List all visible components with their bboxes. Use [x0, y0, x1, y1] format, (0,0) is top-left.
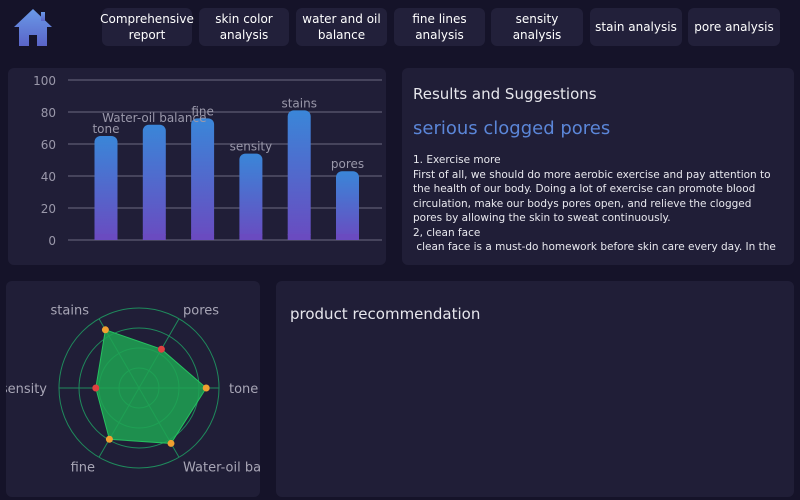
y-tick-label: 20 — [41, 202, 56, 216]
bar — [287, 110, 311, 241]
bar-category-label: Water-oil balance — [102, 111, 206, 125]
bar-category-label: tone — [92, 122, 119, 136]
radar-chart-panel: tone Water-oil bala fine sensity stains pores — [6, 281, 260, 497]
suggestion-line: First of all, we should do more aerobic … — [413, 168, 771, 225]
radar-axis-label: stains — [51, 304, 90, 319]
suggestion-line: 1. Exercise more — [413, 154, 501, 166]
radar-axis-label: fine — [71, 460, 95, 475]
bar — [336, 171, 359, 240]
bar-base — [239, 234, 263, 240]
bar-category-label: stains — [281, 96, 317, 110]
radar-axis-label: Water-oil bala — [183, 460, 260, 475]
bar — [239, 153, 263, 240]
results-title: Results and Suggestions — [413, 85, 597, 103]
radar-point — [202, 384, 210, 392]
y-tick-label: 40 — [41, 170, 56, 184]
bar-base — [94, 234, 118, 240]
bar-chart-panel: 0 20 40 60 80 100 tone Water-oil balance fine se… — [8, 68, 386, 265]
product-recommendation-title: product recommendation — [290, 305, 481, 323]
tab-water-oil-balance[interactable]: water and oil balance — [296, 8, 387, 46]
bar-base — [336, 234, 359, 240]
y-tick-label: 0 — [48, 234, 56, 248]
y-tick-label: 60 — [41, 138, 56, 152]
radar-point — [167, 439, 175, 447]
results-panel: Results and Suggestions serious clogged … — [402, 68, 794, 265]
bar — [191, 118, 215, 240]
tab-pore-analysis[interactable]: pore analysis — [688, 8, 780, 46]
suggestion-line: clean face is a must-do homework before … — [413, 241, 776, 253]
radar-point — [101, 326, 109, 334]
bar-base — [142, 234, 166, 240]
radar-point — [105, 435, 113, 443]
bar-category-label: sensity — [230, 140, 273, 154]
y-tick-label: 100 — [33, 74, 56, 88]
results-headline: serious clogged pores — [413, 118, 611, 139]
tab-sensity-analysis[interactable]: sensity analysis — [491, 8, 583, 46]
tab-stain-analysis[interactable]: stain analysis — [590, 8, 682, 46]
radar-axis-label: pores — [183, 304, 219, 319]
radar-axis-label: tone — [229, 382, 258, 397]
bar-base — [287, 234, 311, 240]
home-button[interactable] — [12, 6, 54, 48]
radar-point — [157, 345, 165, 353]
tab-comprehensive-report[interactable]: Comprehensive report — [100, 8, 194, 46]
suggestion-line: 2, clean face — [413, 226, 481, 239]
y-tick-label: 80 — [41, 106, 56, 120]
product-recommendation-panel: product recommendation — [276, 281, 794, 497]
bar-category-label: pores — [331, 157, 364, 171]
radar-area — [95, 329, 207, 444]
radar-point — [92, 384, 100, 392]
radar-axis-label: sensity — [6, 382, 47, 397]
bar-category-label: fine — [191, 104, 214, 118]
results-body: 1. Exercise more First of all, we should… — [413, 153, 783, 255]
bar — [142, 124, 166, 240]
radar-chart: tone Water-oil bala fine sensity stains pores — [6, 304, 260, 476]
home-icon — [14, 9, 52, 46]
tab-fine-lines-analysis[interactable]: fine lines analysis — [394, 8, 485, 46]
tab-skin-color-analysis[interactable]: skin color analysis — [199, 8, 289, 46]
bar — [94, 136, 118, 240]
bar-base — [191, 234, 215, 240]
